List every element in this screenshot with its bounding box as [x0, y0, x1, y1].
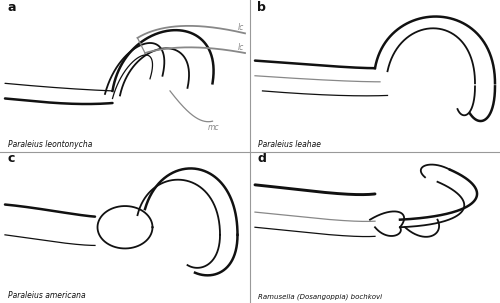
Text: lc: lc [238, 43, 244, 52]
Text: d: d [258, 152, 266, 165]
Text: a: a [8, 1, 16, 14]
Text: c: c [8, 152, 15, 165]
Text: Ramusella (Dosangoppia) bochkovi: Ramusella (Dosangoppia) bochkovi [258, 293, 382, 300]
Text: Paraleius americana: Paraleius americana [8, 291, 85, 301]
Text: b: b [258, 1, 266, 14]
Text: Paraleius leahae: Paraleius leahae [258, 140, 320, 149]
Text: lc: lc [238, 23, 244, 32]
Text: Paraleius leontonycha: Paraleius leontonycha [8, 140, 92, 149]
Text: mc: mc [208, 123, 219, 132]
